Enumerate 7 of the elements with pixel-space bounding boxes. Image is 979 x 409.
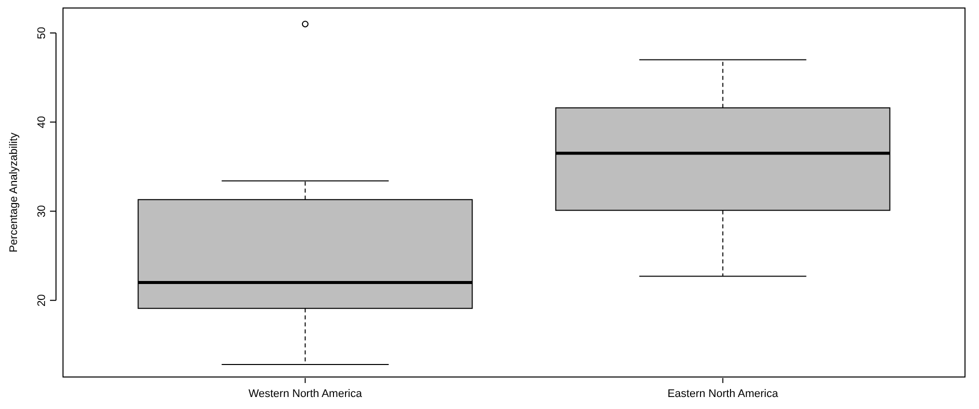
y-axis-title: Percentage Analyzability [8,132,20,252]
y-tick-label: 30 [36,205,48,218]
y-tick-label: 20 [36,294,48,306]
y-tick-label: 50 [36,26,48,40]
x-tick-label: Western North America [248,388,363,400]
y-tick-label: 40 [36,116,48,128]
x-tick-label: Eastern North America [667,388,780,400]
